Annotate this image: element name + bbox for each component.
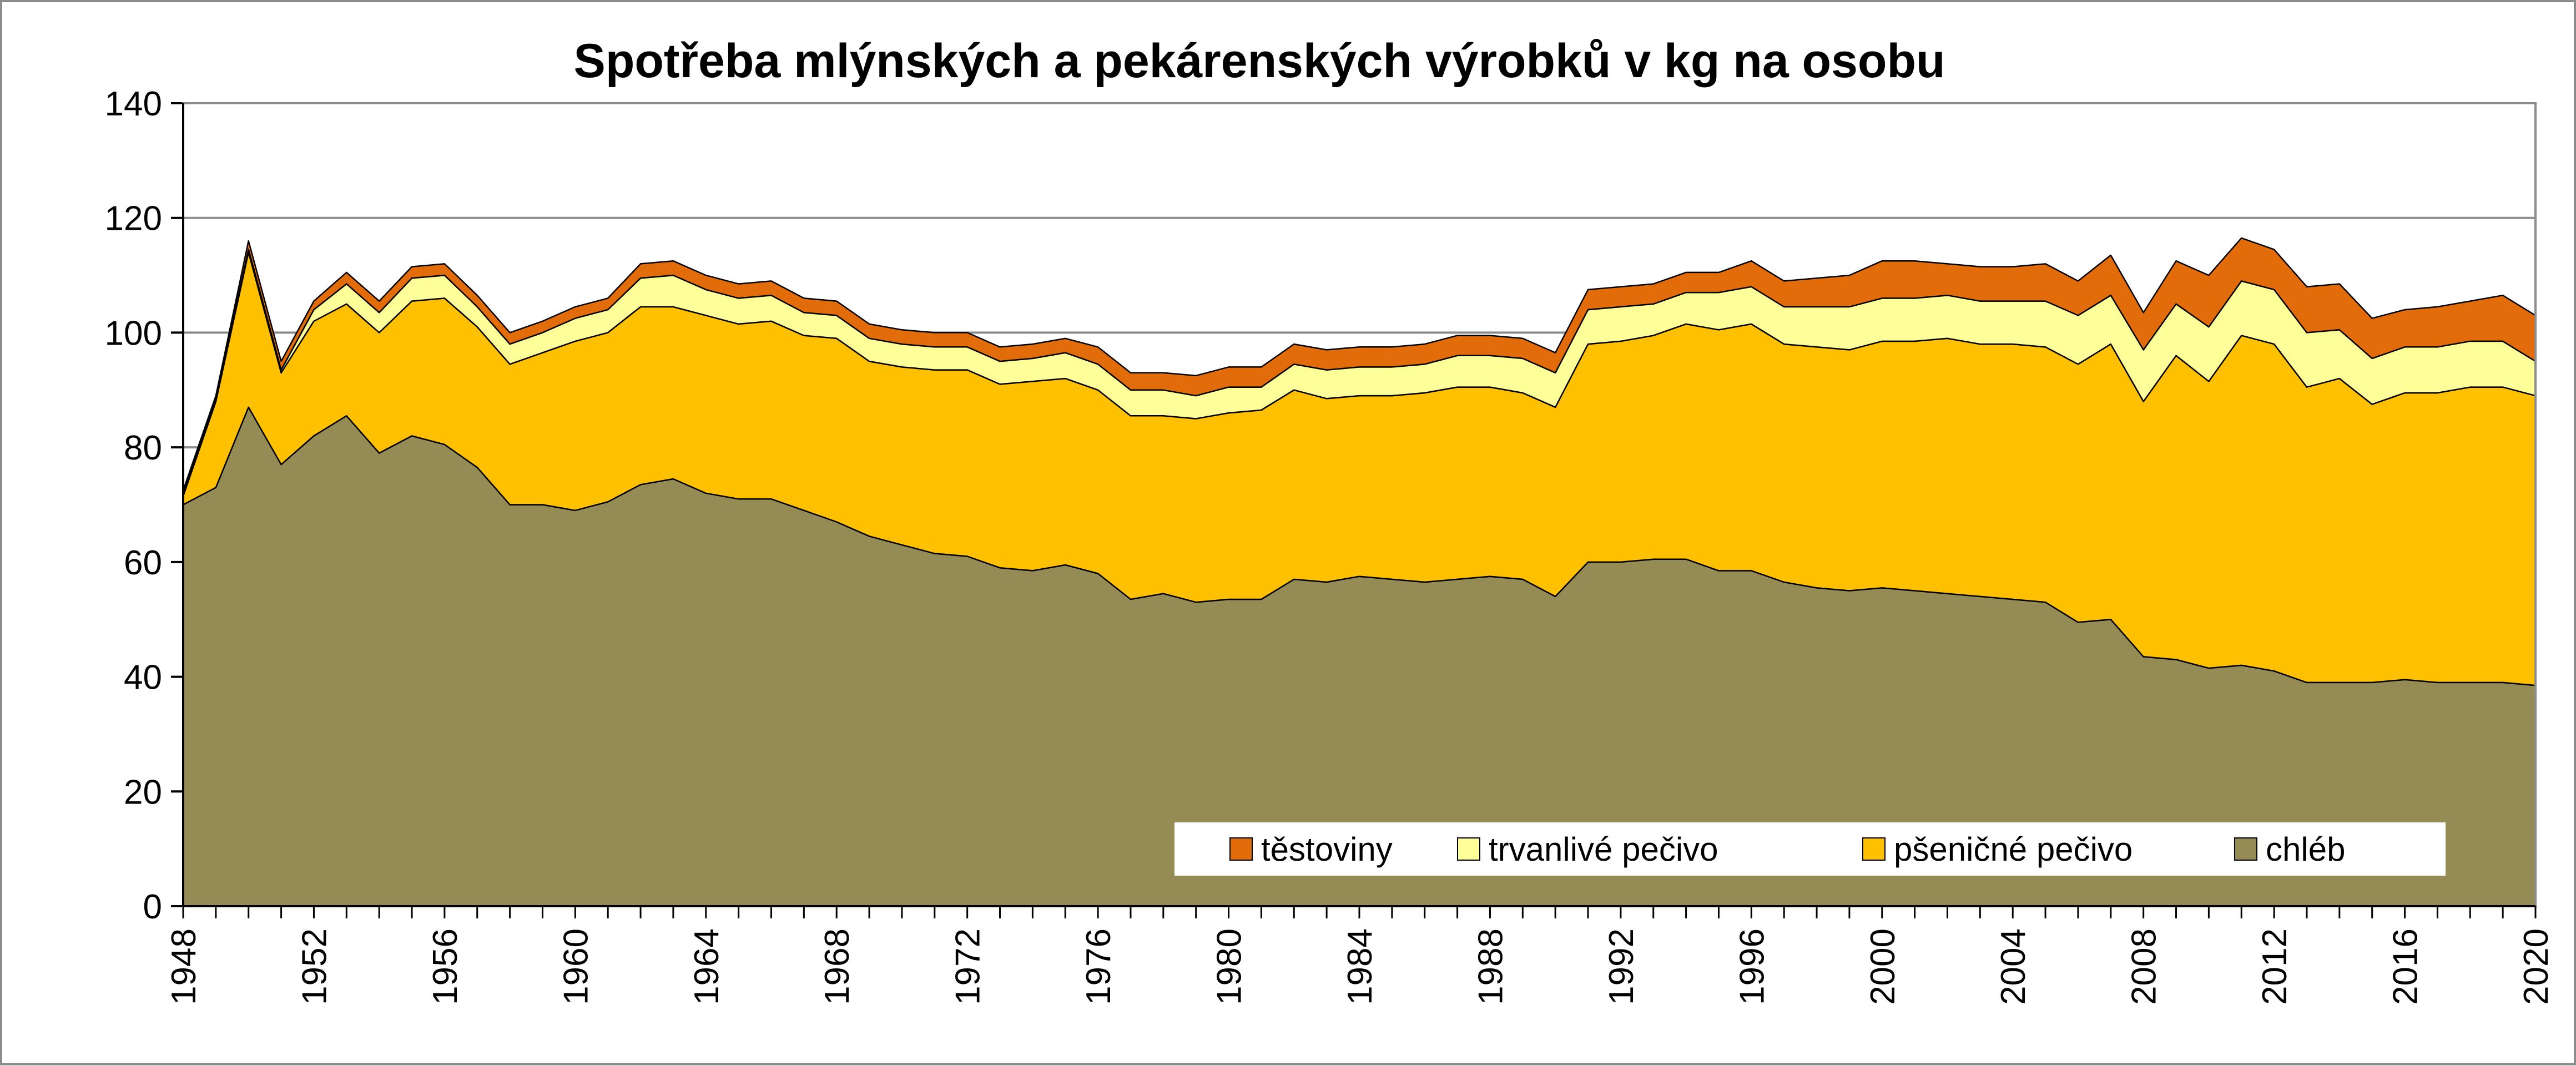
x-tick-label-1968: 1968: [818, 928, 856, 1005]
plot-area: 0 20 40 60 80 100 120 140 1948 1952 1956 1960 1964 19…: [105, 85, 2555, 1005]
y-tick-label-20: 20: [124, 773, 162, 811]
chart-title: Spotřeba mlýnských a pekárenských výrobk…: [573, 34, 1945, 88]
legend-swatch-1: [1457, 837, 1480, 861]
y-tick-label-140: 140: [105, 85, 162, 123]
x-tick-label-1992: 1992: [1602, 928, 1641, 1005]
x-tick-label-1956: 1956: [426, 928, 465, 1005]
x-tick-label-2016: 2016: [2387, 928, 2425, 1005]
x-tick-label-2020: 2020: [2517, 928, 2555, 1005]
x-tick-label-1972: 1972: [949, 928, 987, 1005]
x-tick-label-1960: 1960: [557, 928, 595, 1005]
legend-label-2: pšeničné pečivo: [1894, 831, 2133, 868]
x-tick-label-1988: 1988: [1471, 928, 1510, 1005]
x-tick-label-1948: 1948: [165, 928, 203, 1005]
y-tick-label-100: 100: [105, 314, 162, 352]
x-tick-label-1952: 1952: [295, 928, 334, 1005]
x-tick-label-2004: 2004: [1994, 928, 2033, 1005]
x-tick-label-1984: 1984: [1341, 928, 1379, 1005]
legend-swatch-0: [1229, 837, 1253, 861]
y-tick-label-120: 120: [105, 200, 162, 238]
x-tick-label-2000: 2000: [1864, 928, 1902, 1005]
y-tick-label-60: 60: [124, 544, 162, 582]
legend-swatch-2: [1862, 837, 1886, 861]
x-tick-label-1964: 1964: [688, 928, 726, 1005]
legend-swatch-3: [2234, 837, 2257, 861]
legend-label-3: chléb: [2266, 831, 2345, 868]
x-tick-label-1980: 1980: [1211, 928, 1249, 1005]
x-tick-label-1976: 1976: [1080, 928, 1118, 1005]
y-tick-label-40: 40: [124, 659, 162, 697]
x-tick-label-2012: 2012: [2256, 928, 2294, 1005]
x-tick-label-2008: 2008: [2125, 928, 2164, 1005]
x-tick-label-1996: 1996: [1733, 928, 1771, 1005]
y-tick-label-80: 80: [124, 429, 162, 467]
legend-label-0: těstoviny: [1261, 831, 1393, 868]
y-tick-label-0: 0: [143, 888, 162, 926]
legend-box: [1174, 822, 2446, 876]
legend-label-1: trvanlivé pečivo: [1489, 831, 1718, 868]
